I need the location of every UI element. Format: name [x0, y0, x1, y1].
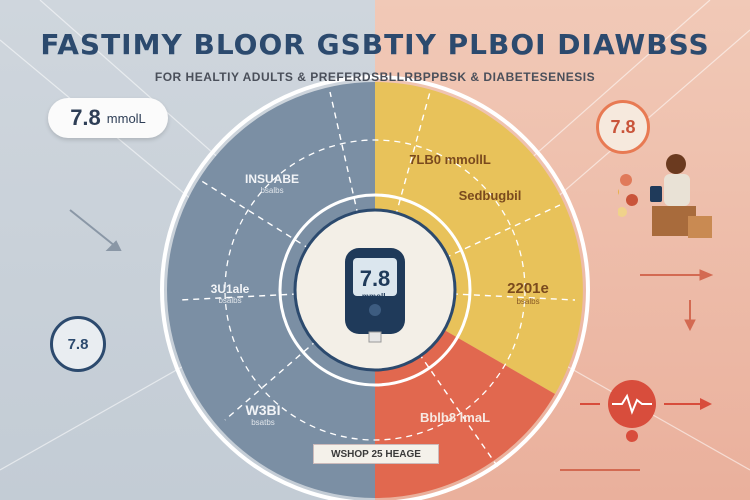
- segment-label-bottom-left: W3BI bsatbs: [228, 402, 298, 427]
- segment-label-top-right: 7LB0 mmollL: [395, 152, 505, 167]
- glucose-value-pill: 7.8 mmolL: [48, 98, 168, 138]
- heart-icon: [608, 380, 656, 442]
- glucose-meter-icon: [345, 248, 405, 343]
- dashed-ring: [224, 139, 526, 441]
- meter-unit: mmolL: [361, 292, 389, 301]
- segment-label-mid-right: 2201e bsalbs: [488, 280, 568, 306]
- right-arrows: [560, 269, 714, 471]
- left-segment: [167, 82, 375, 498]
- left-arrow: [69, 209, 122, 251]
- segment-sub: bsalbs: [516, 297, 540, 306]
- segment-sub: bsalbs: [218, 296, 242, 305]
- left-value-badge: 7.8: [50, 316, 106, 372]
- right-value-badge: 7.8: [596, 100, 650, 154]
- segment-sub: bsatbs: [251, 418, 275, 427]
- page-title: FASTIMY BLOOR GSBTIY PLBOI DIAWBSS: [40, 28, 710, 61]
- segment-label-mid-left: 3U1ale bsalbs: [195, 282, 265, 305]
- segment-label-top-left: INSUABE bsalbs: [232, 172, 312, 195]
- inner-ring: [278, 193, 472, 387]
- bottom-banner: WSHOP 25 HEAGE: [313, 444, 439, 464]
- meter-reading: 7.8: [359, 266, 391, 291]
- segment-title: 7LB0 mmollL: [409, 152, 491, 167]
- page-subtitle: FOR HEALTIY ADULTS & PREFERDSBLLRBPPBSK …: [154, 70, 596, 84]
- segment-title: 3U1ale: [210, 282, 250, 296]
- pill-unit: mmolL: [106, 110, 146, 126]
- segment-title: Sedbugbil: [458, 188, 522, 203]
- right-arrow-row: [580, 398, 712, 410]
- pill-value: 7.8: [70, 105, 101, 130]
- segment-sub: bsalbs: [260, 186, 284, 195]
- person-with-meter-illustration: [618, 154, 712, 238]
- segment-title: W3BI: [245, 402, 281, 418]
- segment-title: 2201e: [507, 280, 549, 297]
- outer-ring: [160, 75, 590, 500]
- segment-title: Bblb8 lmaL: [419, 410, 491, 425]
- segment-label-bottom-right: Bblb8 lmaL: [400, 410, 510, 425]
- segment-title: INSUABE: [244, 172, 299, 186]
- segment-label-mid-right-top: Sedbugbil: [440, 188, 540, 203]
